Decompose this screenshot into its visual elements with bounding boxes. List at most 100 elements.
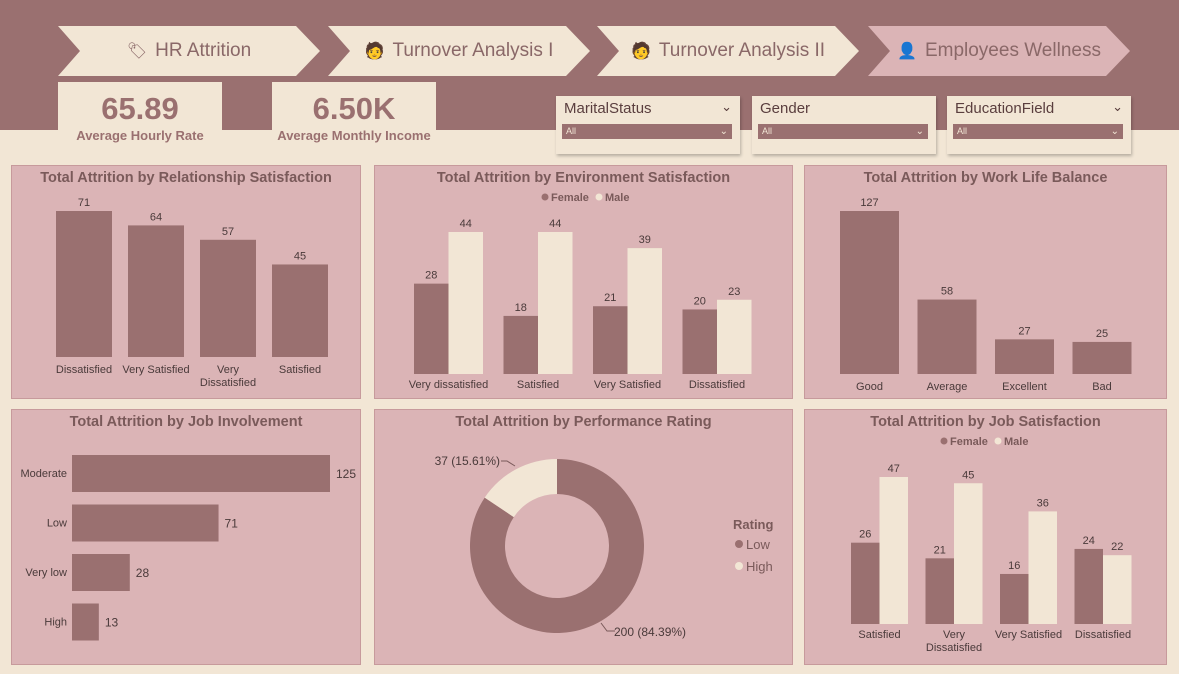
slicer-value: All	[957, 126, 968, 136]
category-label: Very	[943, 629, 966, 641]
leader-line	[501, 460, 516, 467]
chart-performance-rating: 200 (84.39%) 37 (15.61%) Rating Low High	[435, 454, 774, 639]
chart-title: Total Attrition by Environment Satisfact…	[436, 170, 731, 186]
slicer-dropdown[interactable]: All ⌄	[758, 124, 928, 139]
data-label: 25	[1096, 328, 1108, 340]
slicer-title: Gender	[760, 100, 811, 117]
slicer-value: All	[762, 126, 773, 136]
category-label: Low	[47, 518, 67, 530]
data-label: 57	[222, 226, 234, 238]
chart-title: Total Attrition by Work Life Balance	[863, 170, 1108, 186]
legend-marker	[994, 437, 1002, 445]
tab-turnover-analysis-i[interactable]: 🧑 Turnover Analysis I	[328, 26, 590, 76]
tab-label: Employees Wellness	[924, 40, 1101, 61]
bar	[200, 239, 256, 357]
bar	[56, 211, 112, 357]
bar	[995, 339, 1054, 374]
category-label: Good	[856, 381, 883, 393]
bar-female	[925, 558, 954, 624]
bar	[72, 554, 130, 591]
category-label: Very Satisfied	[594, 379, 661, 391]
legend-marker	[735, 540, 743, 548]
chevron-down-icon: ⌄	[915, 126, 924, 137]
panel-environment-satisfaction: Total Attrition by Environment Satisfact…	[374, 165, 793, 399]
tag-icon: 🏷	[126, 43, 148, 60]
chart-title: Total Attrition by Job Involvement	[69, 414, 303, 430]
category-label: High	[44, 617, 67, 629]
kpi-card-monthly-income: 6.50K Average Monthly Income	[272, 82, 436, 143]
bar	[72, 603, 99, 641]
data-label: 44	[549, 218, 561, 230]
legend-marker	[735, 562, 743, 570]
tab-hr-attrition[interactable]: 🏷 HR Attrition	[58, 26, 320, 76]
panel-work-life-balance: Total Attrition by Work Life Balance 127…	[804, 165, 1167, 399]
legend-marker	[541, 193, 549, 201]
chevron-down-icon[interactable]: ⌄	[721, 99, 732, 114]
data-label: 23	[728, 286, 740, 298]
panel-job-involvement: Total Attrition by Job Involvement Moder…	[11, 409, 361, 665]
category-label: Satisfied	[517, 379, 559, 391]
bar-male	[1028, 511, 1057, 624]
data-label: 16	[1008, 560, 1020, 572]
bar	[72, 504, 219, 542]
data-label: 44	[460, 218, 472, 230]
worker-icon: 🧑	[630, 43, 651, 60]
legend-label: High	[746, 559, 773, 574]
tab-turnover-analysis-ii[interactable]: 🧑 Turnover Analysis II	[597, 26, 859, 76]
legend-label: Female	[551, 192, 589, 204]
slicer-marital-status: MaritalStatus ⌄ All ⌄	[556, 96, 740, 154]
legend-label: Male	[1004, 436, 1028, 448]
bar-female	[503, 315, 538, 374]
category-label: Dissatisfied	[689, 379, 745, 391]
bar	[72, 455, 330, 492]
category-label: Dissatisfied	[56, 364, 112, 376]
worker-icon: 🧑	[364, 43, 385, 60]
category-label: Very	[217, 364, 240, 376]
chart-legend: Female Male	[541, 192, 629, 204]
chart-title: Total Attrition by Job Satisfaction	[870, 414, 1101, 430]
bar-female	[1000, 573, 1029, 624]
bar-male	[538, 232, 573, 374]
panel-relationship-satisfaction: Total Attrition by Relationship Satisfac…	[11, 165, 361, 399]
data-label: 28	[425, 270, 437, 282]
chevron-down-icon[interactable]: ⌄	[1112, 99, 1123, 114]
slicer-dropdown[interactable]: All ⌄	[562, 124, 732, 139]
category-label: Very dissatisfied	[409, 379, 488, 391]
data-label: 45	[962, 469, 974, 481]
kpi-card-hourly-rate: 65.89 Average Hourly Rate	[58, 82, 222, 143]
kpi-value: 6.50K	[312, 91, 396, 126]
data-label: 28	[136, 566, 150, 580]
category-label: Very low	[25, 567, 67, 579]
legend-title: Rating	[733, 517, 774, 532]
data-label: 125	[336, 467, 356, 481]
bar-female	[1074, 548, 1103, 624]
tab-employees-wellness[interactable]: 👤 Employees Wellness	[868, 26, 1130, 76]
bar-female	[414, 283, 449, 374]
slicer-title: MaritalStatus	[564, 100, 652, 117]
tab-label: Turnover Analysis II	[658, 40, 826, 61]
slicer-dropdown[interactable]: All ⌄	[953, 124, 1123, 139]
chart-title: Total Attrition by Relationship Satisfac…	[40, 170, 332, 186]
category-label: Dissatisfied	[1075, 629, 1131, 641]
legend-marker	[940, 437, 948, 445]
chart-environment-satisfaction: Female Male 28 44 Very dissatisfied 18 44 Satis…	[409, 192, 752, 391]
bar-female	[851, 542, 880, 624]
slicer-title: EducationField	[955, 100, 1055, 117]
donut-slice-low	[470, 459, 644, 633]
data-label: 13	[105, 616, 119, 630]
legend-marker	[595, 193, 603, 201]
slicer-value: All	[566, 126, 577, 136]
legend-label: Male	[605, 192, 629, 204]
tab-label: Turnover Analysis I	[392, 40, 554, 61]
data-label: 37 (15.61%)	[435, 454, 500, 468]
slicer-education-field: EducationField ⌄ All ⌄	[947, 96, 1131, 154]
bar	[840, 211, 899, 374]
category-label: Moderate	[21, 468, 67, 480]
data-label: 24	[1083, 535, 1095, 547]
data-label: 21	[604, 292, 616, 304]
bar	[917, 299, 977, 374]
bar	[128, 225, 184, 357]
data-label: 20	[694, 295, 706, 307]
category-label: Very Satisfied	[122, 364, 189, 376]
legend-label: Low	[746, 537, 770, 552]
